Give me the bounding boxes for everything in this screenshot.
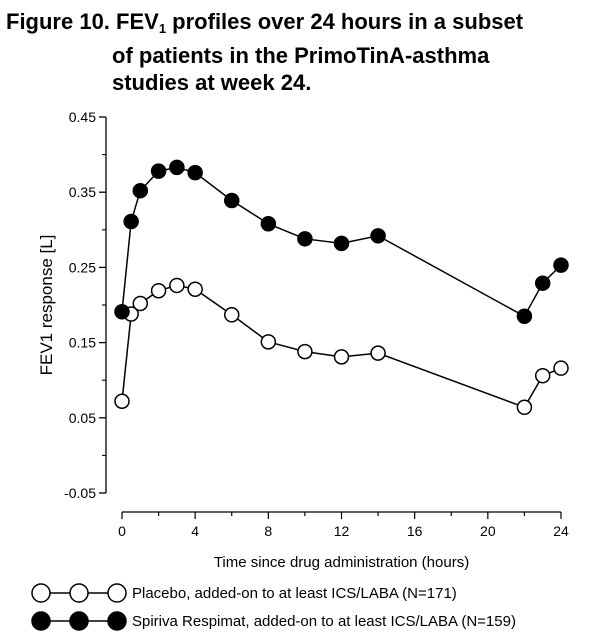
data-point <box>150 163 167 179</box>
data-point <box>260 334 277 350</box>
data-point <box>516 308 533 325</box>
y-tick-label: 0.05 <box>69 410 96 426</box>
data-point <box>333 349 350 365</box>
y-tick-label: 0.45 <box>69 109 96 125</box>
legend: Placebo, added-on to at least ICS/LABA (… <box>30 579 590 635</box>
legend-label-placebo: Placebo, added-on to at least ICS/LABA (… <box>132 584 457 602</box>
legend-label-spiriva: Spiriva Respimat, added-on to at least I… <box>132 612 516 630</box>
data-point <box>260 216 277 232</box>
data-point <box>132 182 149 199</box>
y-tick-label: 0.25 <box>69 259 96 275</box>
data-point <box>297 343 313 360</box>
title-line-2: of patients in the PrimoTinA-asthma <box>112 43 490 68</box>
title-line-1: Figure 10. FEV1 profiles over 24 hours i… <box>6 8 590 42</box>
x-tick-label: 0 <box>118 523 126 539</box>
title-prefix: Figure 10. FEV <box>6 9 159 34</box>
data-point <box>169 159 185 176</box>
line-chart: -0.05 0.05 0.15 0.25 0.35 0.45 0 4 8 12 16 20 24 FEV… <box>37 109 569 571</box>
x-axis-label: Time since drug administration (hours) <box>214 554 469 571</box>
legend-item-placebo: Placebo, added-on to at least ICS/LABA (… <box>30 579 590 607</box>
data-point <box>187 164 203 181</box>
data-point <box>114 304 130 320</box>
x-tick-label: 20 <box>480 523 496 539</box>
data-point <box>114 393 130 410</box>
x-tick-label: 4 <box>191 523 199 539</box>
data-point <box>224 192 240 209</box>
x-tick-label: 8 <box>264 523 272 539</box>
x-tick-label: 24 <box>553 523 569 539</box>
series-line <box>121 284 562 409</box>
data-point <box>553 257 569 273</box>
data-point <box>534 367 551 384</box>
data-point <box>553 360 569 376</box>
title-line1-rest: profiles over 24 hours in a subset <box>166 9 524 34</box>
data-point <box>132 295 149 312</box>
data-point <box>370 345 386 361</box>
data-point <box>516 399 533 416</box>
chart-title: Figure 10. FEV1 profiles over 24 hours i… <box>6 8 590 96</box>
axes: -0.05 0.05 0.15 0.25 0.35 0.45 0 4 8 12 16 20 24 <box>64 109 569 539</box>
data-point <box>534 275 551 291</box>
legend-item-spiriva: Spiriva Respimat, added-on to at least I… <box>30 607 590 635</box>
x-tick-label: 12 <box>334 523 350 539</box>
data-point <box>123 213 139 230</box>
series-spiriva <box>114 159 569 325</box>
data-point <box>333 235 350 252</box>
data-point <box>169 277 185 294</box>
y-tick-label: 0.35 <box>69 184 96 200</box>
y-tick-label: -0.05 <box>64 485 96 501</box>
title-subscript: 1 <box>158 21 167 36</box>
data-point <box>297 231 313 247</box>
data-point <box>224 307 240 323</box>
x-tick-label: 16 <box>407 523 423 539</box>
open-circle-marker-icon <box>31 583 127 603</box>
title-line-3: studies at week 24. <box>112 70 312 95</box>
data-point <box>370 228 386 244</box>
y-axis-label: FEV1 response [L] <box>37 235 56 376</box>
series-placebo <box>114 277 569 416</box>
y-tick-label: 0.15 <box>69 335 96 351</box>
data-point <box>150 282 167 299</box>
series-layer <box>114 159 569 416</box>
filled-circle-marker-icon <box>31 611 127 631</box>
data-point <box>187 281 203 297</box>
